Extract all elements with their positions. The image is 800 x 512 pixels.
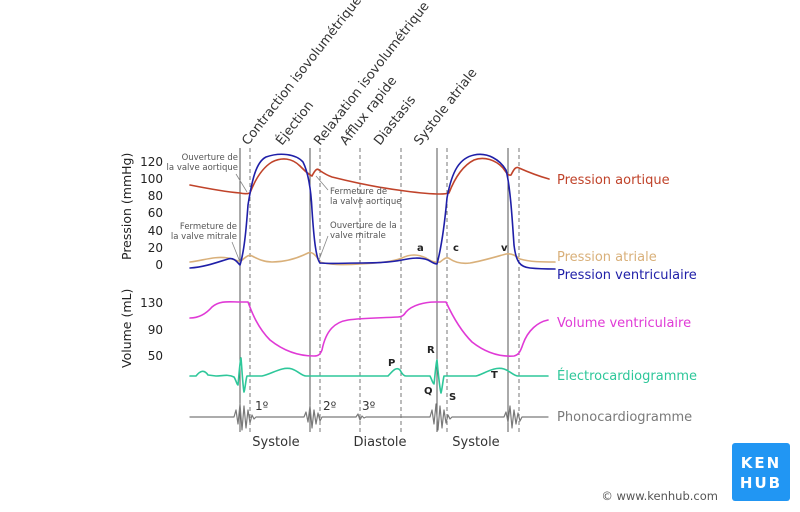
cycle-labels: Systole Diastole Systole — [252, 435, 499, 450]
cycle-label-diastole: Diastole — [353, 435, 406, 450]
legend-ecg: Électrocardiogramme — [557, 368, 697, 384]
mitral-valve-opening-note: Ouverture de la — [330, 221, 397, 231]
phase-labels: Contraction isovolumétrique Éjection Rel… — [239, 0, 480, 148]
pressure-tick: 60 — [148, 206, 163, 220]
pressure-tick: 40 — [148, 224, 163, 238]
volume-axis: Volume (mL) 130 90 50 — [119, 289, 163, 368]
phase-atrial-systole: Systole atriale — [411, 66, 480, 149]
curves — [189, 153, 556, 431]
heart-sound-s3: 3º — [362, 399, 376, 413]
heart-sound-labels: 1º 2º 3º — [255, 399, 376, 413]
pressure-tick: 100 — [140, 172, 163, 186]
pressure-axis-title: Pression (mmHg) — [119, 153, 134, 260]
legend-ventricular-volume: Volume ventriculaire — [557, 316, 691, 331]
pressure-tick: 0 — [155, 258, 163, 272]
heart-sound-s2: 2º — [323, 399, 337, 413]
heart-sound-s1: 1º — [255, 399, 269, 413]
logo-background — [732, 443, 790, 501]
legend-ventricular-pressure: Pression ventriculaire — [557, 268, 697, 283]
atrial-wave-a: a — [417, 243, 424, 254]
wave-letters: a c v P R Q S T — [388, 243, 508, 403]
valve-annotations: Ouverture de la valve aortique Fermeture… — [167, 153, 401, 263]
ventricular-pressure-curve — [189, 153, 556, 270]
volume-tick: 90 — [148, 323, 163, 337]
pressure-tick: 80 — [148, 189, 163, 203]
pressure-axis: Pression (mmHg) 120 100 80 60 40 20 0 — [119, 153, 163, 272]
aortic-valve-closing-note: la valve aortique — [330, 197, 401, 207]
pressure-tick: 20 — [148, 241, 163, 255]
annotation-pointer — [235, 173, 248, 193]
volume-axis-title: Volume (mL) — [119, 289, 134, 368]
aortic-valve-opening-note: Ouverture de — [182, 153, 238, 163]
pressure-tick: 120 — [140, 155, 163, 169]
volume-tick: 130 — [140, 296, 163, 310]
phase-dividers — [239, 148, 520, 432]
mitral-valve-opening-note: valve mitrale — [330, 231, 386, 241]
mitral-valve-closing-note: la valve mitrale — [171, 232, 237, 242]
ecg-wave-s: S — [449, 392, 456, 403]
ecg-wave-q: Q — [424, 386, 433, 397]
ecg-wave-p: P — [388, 358, 395, 369]
annotation-pointer — [231, 241, 241, 263]
legend-phonocardiogram: Phonocardiogramme — [557, 410, 692, 425]
logo-text-hub: HUB — [740, 474, 782, 492]
aortic-valve-closing-note: Fermeture de — [330, 187, 387, 197]
ecg-wave-t: T — [491, 370, 498, 381]
cycle-label-systole: Systole — [252, 435, 299, 450]
ecg-curve — [189, 357, 549, 394]
credit-text: © www.kenhub.com — [601, 489, 718, 503]
annotation-pointer — [318, 235, 329, 261]
phonocardiogram-curve — [189, 403, 549, 431]
logo-text-ken: KEN — [741, 454, 781, 472]
cycle-label-systole: Systole — [452, 435, 499, 450]
ventricular-volume-curve — [189, 300, 549, 357]
volume-tick: 50 — [148, 349, 163, 363]
atrial-wave-v: v — [501, 243, 508, 254]
legend-aortic-pressure: Pression aortique — [557, 173, 670, 188]
aortic-valve-opening-note: la valve aortique — [167, 163, 238, 173]
ecg-wave-r: R — [427, 345, 435, 356]
legend: Pression aortique Pression atriale Press… — [557, 173, 697, 425]
mitral-valve-closing-note: Fermeture de — [180, 222, 237, 232]
kenhub-logo: KEN HUB — [732, 443, 790, 501]
atrial-wave-c: c — [453, 243, 459, 254]
annotation-pointer — [315, 175, 329, 191]
legend-atrial-pressure: Pression atriale — [557, 250, 657, 265]
